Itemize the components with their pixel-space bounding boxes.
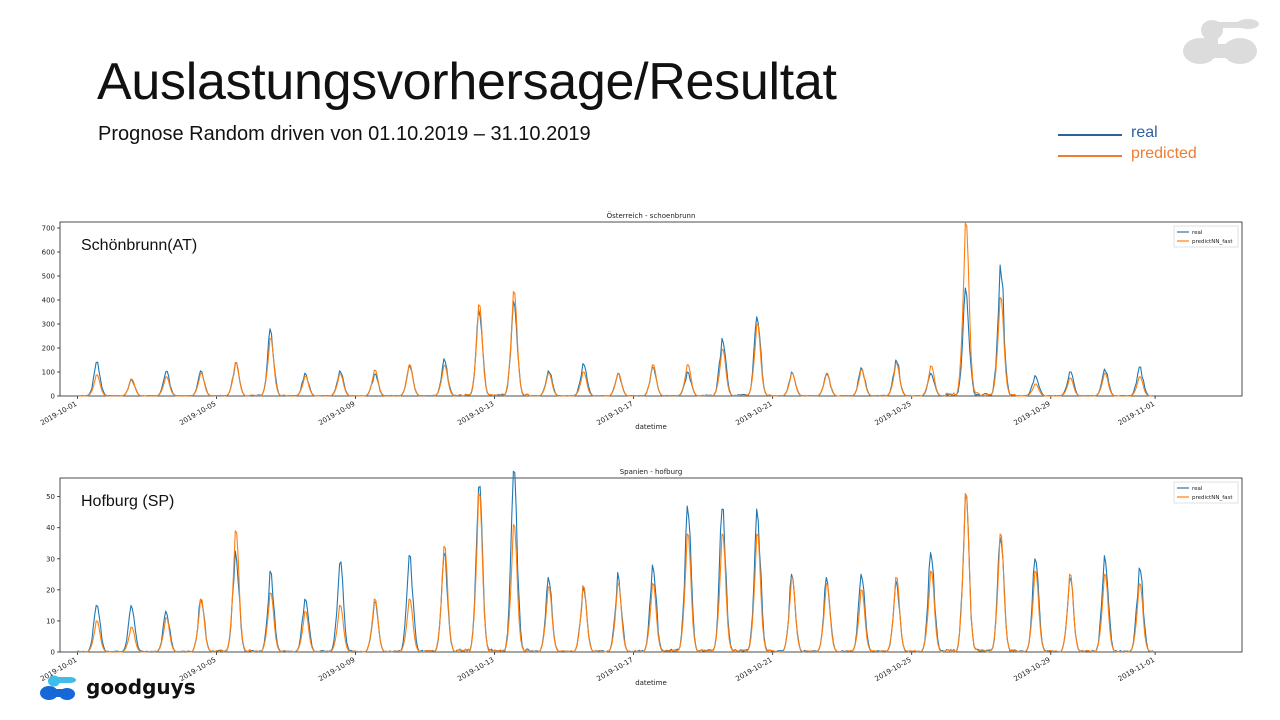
x-tick-label: 2019-10-01 [39,400,78,427]
x-tick-label: 2019-10-09 [317,656,356,683]
inner-legend-label: real [1192,486,1203,492]
x-tick-label: 2019-10-29 [1013,400,1052,427]
x-axis-label: datetime [635,423,667,431]
y-tick-label: 10 [46,617,55,625]
chart-title: Spanien - hofburg [620,468,683,476]
x-tick-label: 2019-10-17 [595,400,634,427]
x-tick-label: 2019-10-09 [317,400,356,427]
y-tick-label: 700 [42,225,55,233]
y-tick-label: 50 [46,493,55,501]
y-tick-label: 0 [51,649,55,657]
x-tick-label: 2019-10-21 [734,656,773,683]
y-tick-label: 100 [42,369,55,377]
y-tick-label: 40 [46,524,55,532]
x-tick-label: 2019-10-17 [595,656,634,683]
legend-label-real: real [1131,124,1158,141]
y-tick-label: 20 [46,586,55,594]
x-tick-label: 2019-10-25 [873,400,912,427]
chart-0: Österreich - schoenbrunn Schönbrunn(AT) 0 1… [39,211,1243,431]
x-tick-label: 2019-10-25 [873,656,912,683]
x-tick-label: 2019-11-01 [1117,656,1156,683]
x-tick-label: 2019-11-01 [1117,400,1156,427]
inner-legend-label: real [1192,230,1203,236]
x-axis-label: datetime [635,679,667,687]
y-tick-label: 400 [42,297,55,305]
slide-subtitle: Prognose Random driven von 01.10.2019 – … [98,123,591,145]
slide-legend: real predicted [1058,124,1228,168]
plot-frame [59,221,1243,397]
inner-legend-label: predictNN_fast [1192,495,1233,501]
series-line-predictNN_fast [77,492,1154,653]
y-tick-label: 300 [42,321,55,329]
slide-title: Auslastungsvorhersage/Resultat [97,53,837,111]
legend-label-predicted: predicted [1131,145,1197,162]
y-tick-label: 500 [42,273,55,281]
inner-legend-label: predictNN_fast [1192,239,1233,245]
x-tick-label: 2019-10-29 [1013,656,1052,683]
plot-frame [59,477,1243,653]
goodguys-logo-text: goodguys [86,675,196,699]
legend-line-real [1058,134,1122,136]
goodguys-logo: goodguys [40,673,200,703]
x-tick-label: 2019-10-13 [456,400,495,427]
y-tick-label: 0 [51,393,55,401]
chart-1: Spanien - hofburg Hofburg (SP) 0 10 20 30 40 50… [39,468,1243,687]
inner-legend-box [1173,225,1239,248]
y-tick-label: 600 [42,249,55,257]
y-tick-label: 30 [46,555,55,563]
chart-overlay-label: Schönbrunn(AT) [81,237,197,254]
chart-overlay-label: Hofburg (SP) [81,493,174,510]
x-tick-label: 2019-10-13 [456,656,495,683]
legend-entry-real: real [1058,124,1228,144]
legend-entry-predicted: predicted [1058,145,1228,165]
goodguys-logo-icon [40,675,76,700]
x-tick-label: 2019-10-05 [178,400,217,427]
series-line-predictNN_fast [77,222,1154,397]
y-tick-label: 200 [42,345,55,353]
legend-line-predicted [1058,155,1122,157]
chart-title: Österreich - schoenbrunn [607,211,696,220]
inner-legend-box [1173,481,1239,504]
brand-blob-icon [1183,19,1259,64]
x-tick-label: 2019-10-21 [734,400,773,427]
